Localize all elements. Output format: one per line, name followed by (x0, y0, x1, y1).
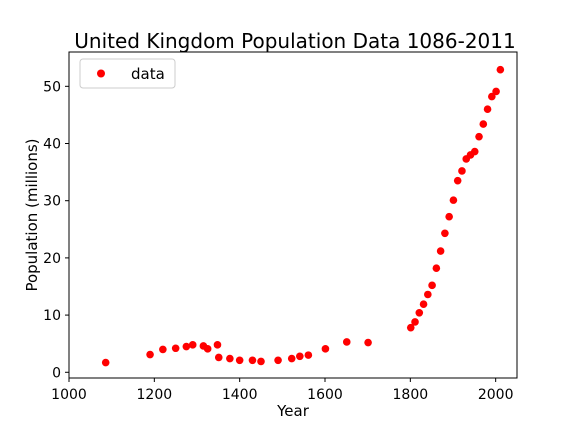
data-point (496, 65, 505, 74)
data-point (226, 354, 234, 363)
data-point (188, 341, 197, 349)
data-point (475, 132, 483, 141)
data-point (159, 345, 167, 354)
plot-area (69, 52, 517, 378)
y-tick-label: 40 (43, 137, 61, 153)
data-point (458, 167, 466, 175)
data-point (304, 351, 313, 359)
data-point (101, 358, 110, 367)
y-tick-label: 0 (52, 365, 61, 381)
y-tick-label: 10 (43, 308, 61, 324)
data-point (257, 357, 265, 366)
data-point (274, 356, 282, 365)
data-point (364, 338, 372, 347)
y-axis-ticks: 0 10 20 30 40 50 (43, 79, 69, 381)
data-point (483, 105, 492, 113)
data-point (415, 309, 424, 317)
legend-label-data: data (131, 65, 165, 83)
data-points (101, 65, 505, 367)
data-point (296, 352, 304, 361)
data-point (342, 338, 351, 346)
x-tick-label: 1200 (137, 387, 173, 403)
data-point (213, 341, 222, 349)
x-tick-label: 1400 (222, 387, 258, 403)
data-point (248, 356, 257, 365)
data-point (470, 147, 479, 156)
data-point (406, 323, 415, 332)
data-point (436, 247, 445, 255)
legend-box (79, 58, 176, 89)
data-point (492, 87, 500, 96)
data-point (146, 350, 154, 359)
data-point (479, 120, 488, 128)
data-point (424, 290, 432, 299)
data-point (171, 344, 180, 353)
y-axis-label: Population (millions) (23, 138, 41, 291)
data-point (182, 342, 191, 351)
data-point (214, 353, 223, 362)
plot-frame (68, 51, 518, 379)
data-point (235, 356, 244, 365)
data-point (453, 176, 462, 185)
data-point (411, 318, 419, 326)
data-point (321, 345, 330, 353)
x-tick-label: 2000 (478, 387, 514, 403)
data-point (287, 354, 296, 363)
legend: data (79, 58, 176, 89)
x-axis-ticks: 1000 1200 1400 1600 1800 2000 (51, 378, 513, 403)
legend-marker (97, 69, 105, 78)
data-point (203, 345, 212, 353)
y-tick-label: 30 (43, 194, 61, 210)
y-tick-label: 50 (43, 79, 61, 95)
data-point (449, 196, 458, 204)
data-point (488, 92, 496, 101)
chart-title: United Kingdom Population Data 1086-2011 (74, 29, 515, 53)
x-tick-label: 1000 (51, 387, 87, 403)
data-point (445, 212, 453, 221)
x-tick-label: 1600 (307, 387, 343, 403)
x-tick-label: 1800 (393, 387, 429, 403)
data-point (419, 300, 428, 309)
y-tick-label: 20 (43, 251, 61, 267)
x-axis-label: Year (276, 402, 310, 420)
data-point (428, 281, 436, 290)
data-point (432, 264, 441, 272)
data-point (441, 229, 449, 238)
